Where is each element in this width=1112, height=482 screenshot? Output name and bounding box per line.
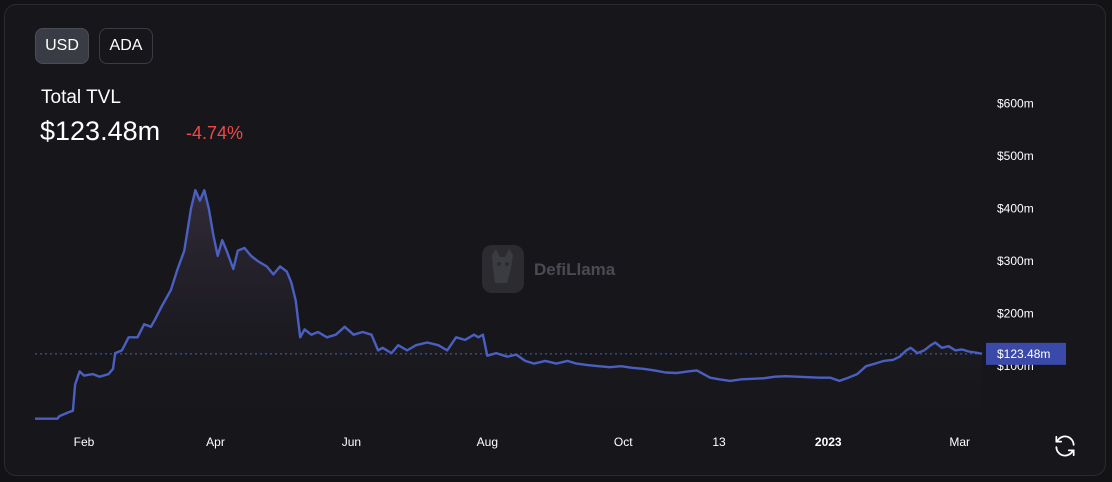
total-tvl-value: $123.48m	[40, 116, 161, 146]
ada-toggle-button[interactable]: ADA	[99, 28, 153, 64]
y-axis-tick-label: $200m	[997, 307, 1034, 321]
x-axis-tick-label: Mar	[949, 435, 970, 449]
x-axis-tick-label: Aug	[477, 435, 498, 449]
current-value-tag-bg	[986, 342, 1066, 365]
total-tvl-label: Total TVL	[41, 87, 121, 108]
current-value-tag: $123.48m	[986, 342, 1066, 365]
defillama-watermark: DefiLlama	[482, 245, 616, 293]
refresh-icon[interactable]	[1052, 433, 1078, 459]
y-axis-tick-label: $300m	[997, 254, 1034, 268]
tvl-change-percent: -4.74%	[186, 123, 244, 143]
tvl-series-line	[35, 189, 983, 420]
x-axis-tick-label: Oct	[614, 435, 633, 449]
x-axis-tick-label: Jun	[342, 435, 361, 449]
x-axis-tick-label: Feb	[74, 435, 95, 449]
x-axis-tick-label: Apr	[206, 435, 225, 449]
y-axis-tick-label: $400m	[997, 202, 1034, 216]
defillama-logo-icon	[482, 245, 524, 293]
y-axis-tick-label: $600m	[997, 97, 1034, 111]
x-axis-tick-label: 13	[712, 435, 726, 449]
y-axis-tick-label: $500m	[997, 149, 1034, 163]
watermark-text: DefiLlama	[534, 260, 616, 279]
x-axis-tick-label: 2023	[815, 435, 842, 449]
current-value-tag-label: $123.48m	[997, 347, 1050, 361]
tvl-area	[35, 190, 982, 419]
usd-toggle-button[interactable]: USD	[35, 28, 89, 64]
